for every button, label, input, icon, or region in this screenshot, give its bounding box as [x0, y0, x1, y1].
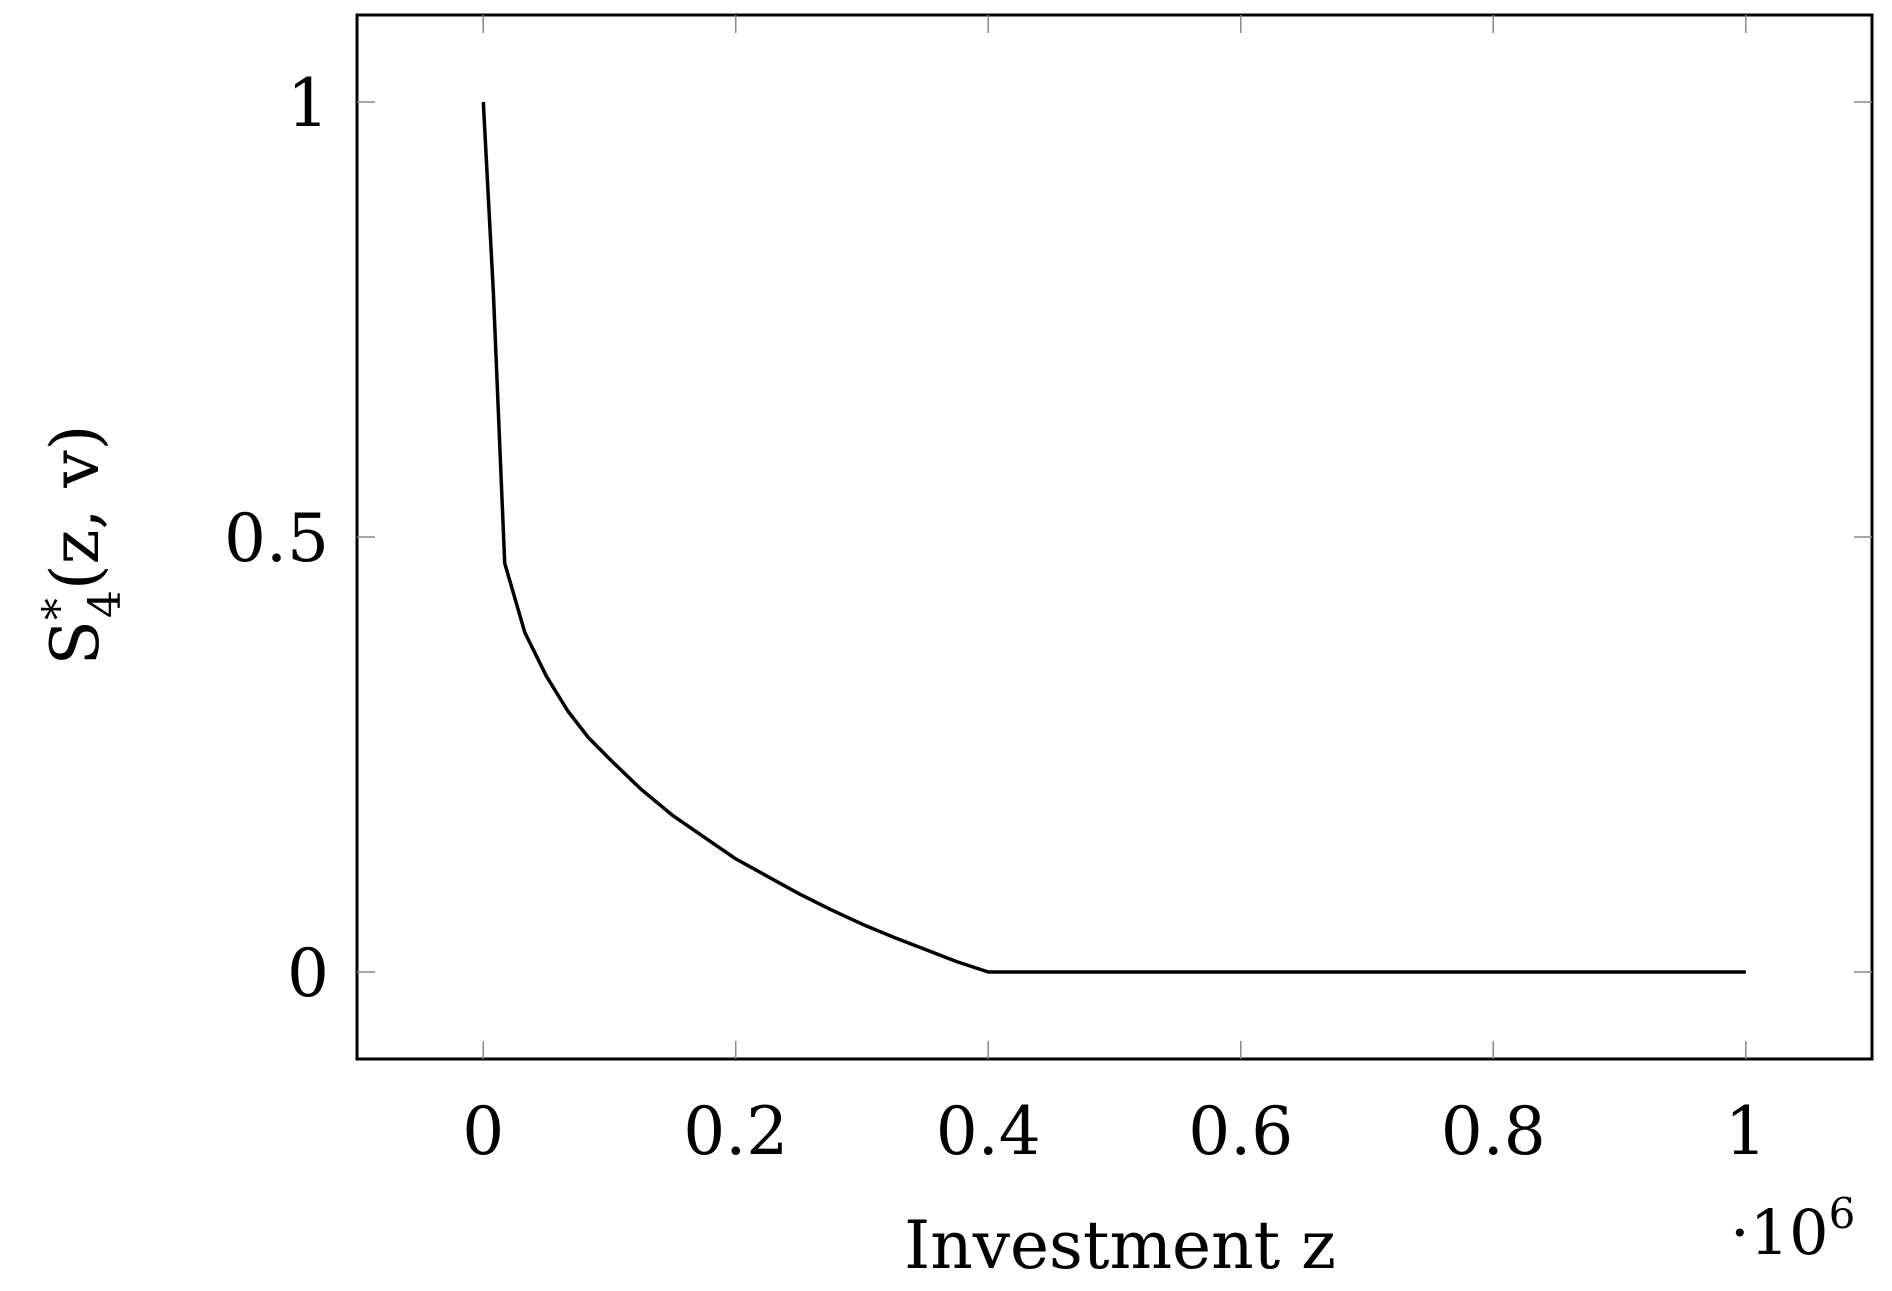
y-tick-label: 1 [287, 65, 329, 142]
x-tick-label: 0.2 [683, 1093, 788, 1170]
series-layer [481, 101, 1746, 974]
y-tick-label: 0 [287, 935, 329, 1012]
x-axis-label: Investment z [904, 1207, 1336, 1284]
y-axis-label: S*4(z, v) [34, 425, 131, 666]
x-multiplier: ·106 [1730, 1189, 1855, 1269]
ticks [357, 15, 1872, 1059]
x-tick-label: 0 [462, 1093, 504, 1170]
x-tick-label: 0.4 [936, 1093, 1041, 1170]
y-label-sup: * [34, 598, 85, 620]
y-label-base: S [37, 620, 114, 665]
plot-frame [355, 13, 1874, 1061]
y-tick-label: 0.5 [224, 500, 329, 577]
series-line [481, 101, 1746, 974]
x-tick-label: 0.6 [1188, 1093, 1293, 1170]
x-tick-label: 0.8 [1441, 1093, 1546, 1170]
tick-labels: 0 0.2 0.4 0.6 0.8 1 0 0.5 1 [224, 65, 1767, 1170]
x-tick-label: 1 [1725, 1093, 1767, 1170]
x-multiplier-base: ·10 [1730, 1196, 1829, 1269]
y-label-sub: 4 [80, 590, 131, 618]
x-multiplier-exponent: 6 [1829, 1189, 1856, 1238]
y-label-args: (z, v) [37, 425, 114, 591]
